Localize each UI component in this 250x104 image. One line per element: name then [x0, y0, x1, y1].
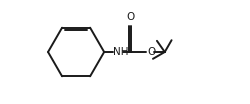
- Text: O: O: [127, 12, 135, 22]
- Text: O: O: [148, 47, 156, 57]
- Text: NH: NH: [113, 47, 129, 57]
